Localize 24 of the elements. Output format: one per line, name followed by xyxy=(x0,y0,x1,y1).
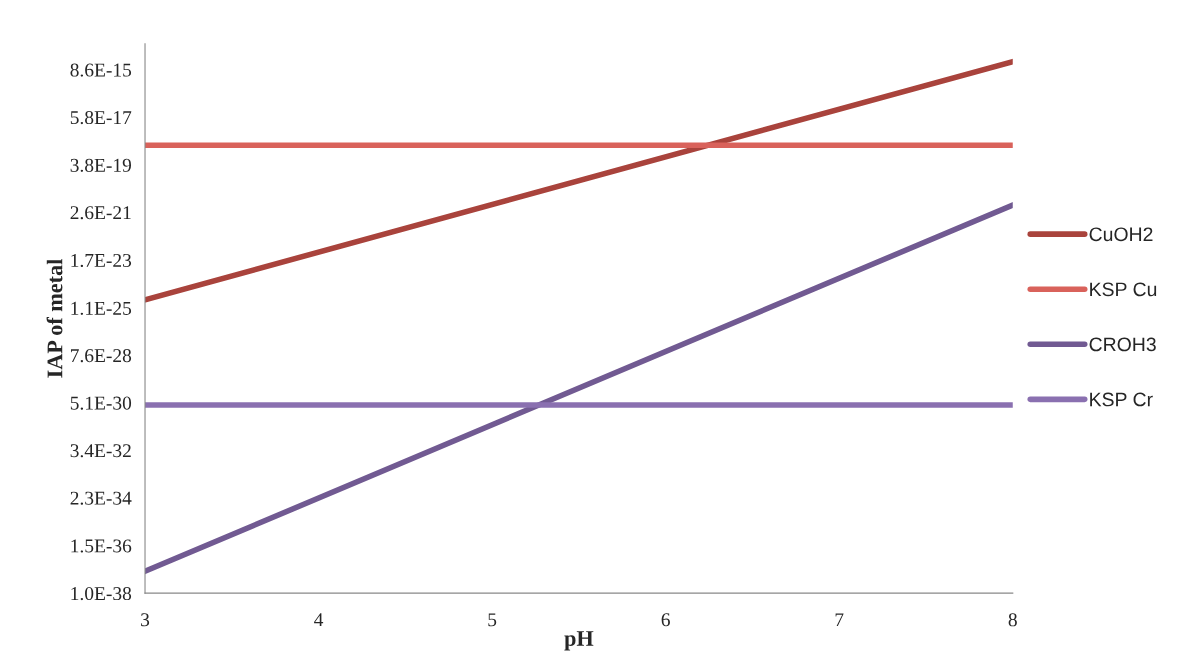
y-tick-label: 1.7E-23 xyxy=(71,253,132,268)
y-tick-label: 1.0E-38 xyxy=(71,587,132,601)
legend-label: CuOH2 xyxy=(1089,227,1153,242)
legend-label: KSP Cu xyxy=(1090,282,1157,297)
x-tick-label: 6 xyxy=(661,613,670,627)
y-tick-label: 1.5E-36 xyxy=(71,539,132,553)
y-tick-label: 2.3E-34 xyxy=(70,491,132,505)
y-tick-label: 2.6E-21 xyxy=(70,206,131,220)
x-tick-label: 8 xyxy=(1008,613,1017,627)
y-tick-label: 5.1E-30 xyxy=(70,396,132,410)
x-tick-label: 7 xyxy=(835,613,844,627)
legend-label: KSP Cr xyxy=(1090,392,1153,407)
y-tick-label: 8.6E-15 xyxy=(70,63,132,77)
x-tick-label: 3 xyxy=(141,613,150,627)
y-tick-label: 1.1E-25 xyxy=(71,301,132,315)
y-tick-label: 5.8E-17 xyxy=(70,110,132,125)
y-tick-label: 7.6E-28 xyxy=(71,349,132,363)
legend-label: CROH3 xyxy=(1089,337,1156,352)
x-tick-label: 5 xyxy=(488,613,497,627)
x-axis-title: pH xyxy=(564,631,594,651)
y-tick-label: 3.4E-32 xyxy=(70,444,131,458)
x-tick-label: 4 xyxy=(314,613,324,627)
y-tick-label: 3.8E-19 xyxy=(70,158,132,172)
y-axis-title: IAP of metal xyxy=(46,259,63,378)
